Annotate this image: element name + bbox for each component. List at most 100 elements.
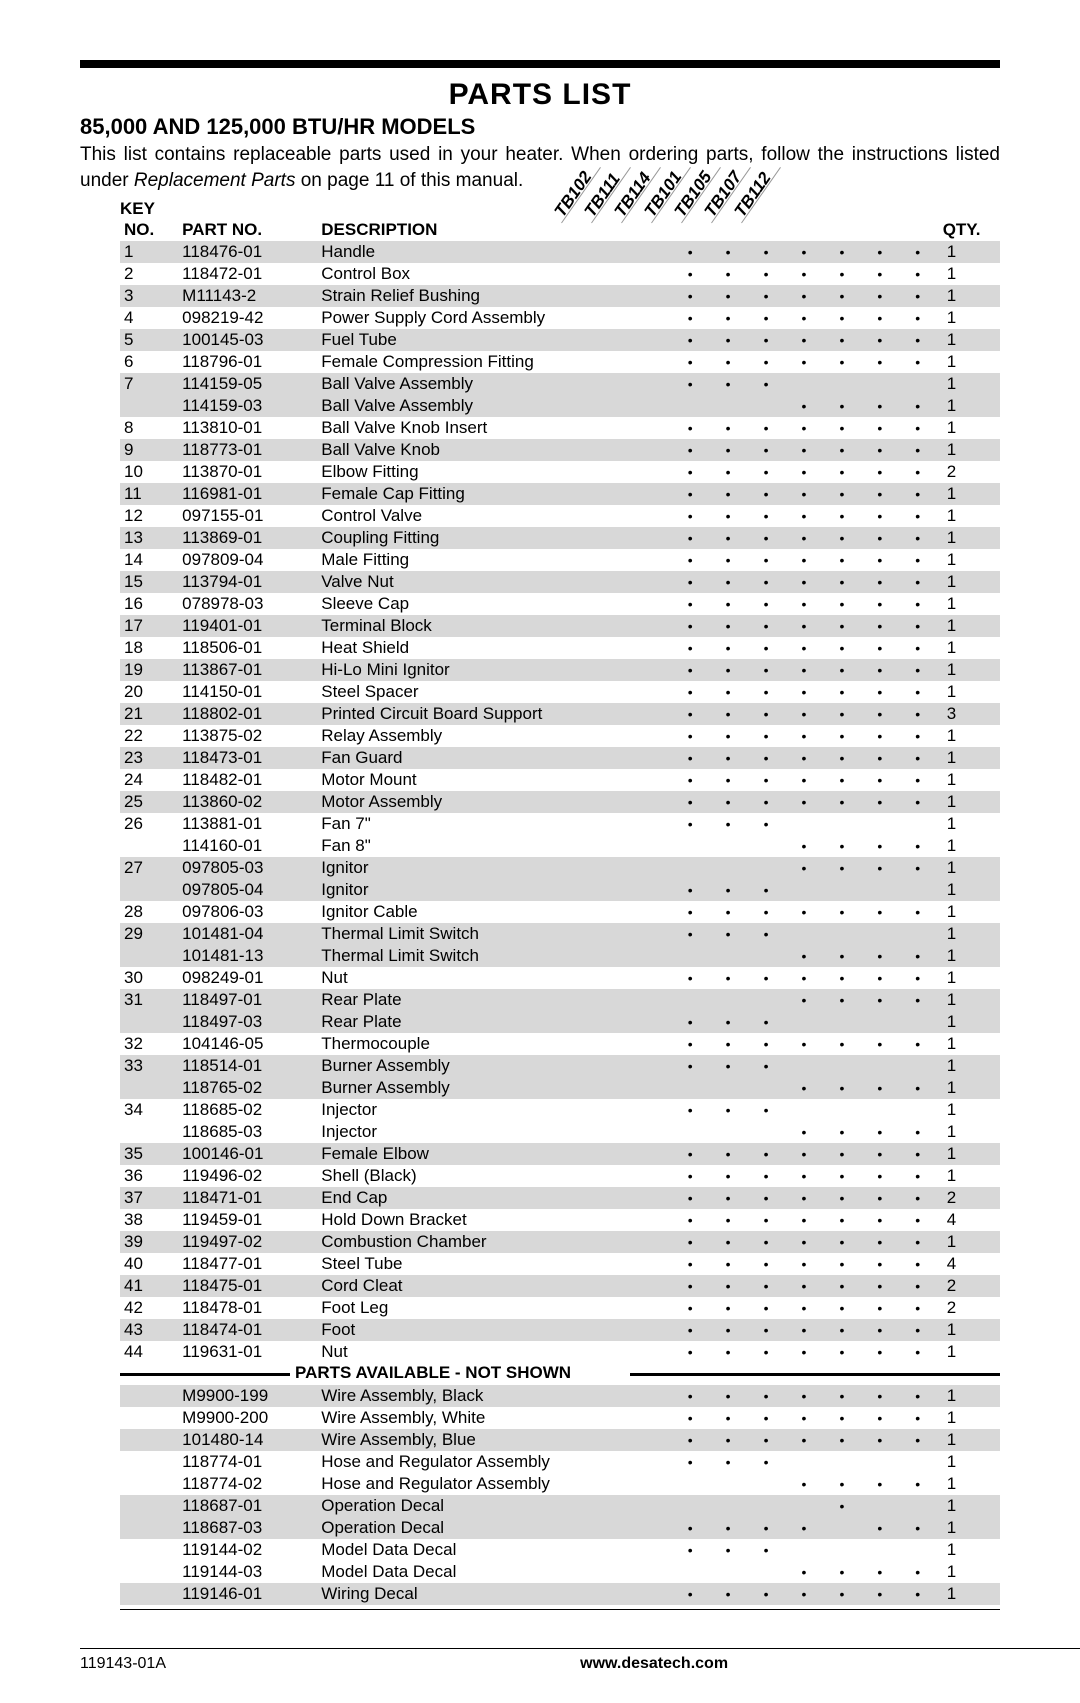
cell-qty: 1 [937,1165,1000,1187]
cell-key [120,1561,178,1583]
hdr-m1 [709,219,747,241]
cell-model-6: • [899,1187,937,1209]
cell-model-0: • [671,1297,709,1319]
cell-model-3 [785,1539,823,1561]
cell-model-6: • [899,791,937,813]
cell-key: 15 [120,571,178,593]
cell-model-6 [899,1539,937,1561]
cell-model-1: • [709,1341,747,1363]
cell-model-3: • [785,527,823,549]
cell-model-1: • [709,241,747,263]
cell-model-1 [709,395,747,417]
cell-model-4: • [823,571,861,593]
cell-qty: 1 [937,967,1000,989]
cell-model-1: • [709,1385,747,1407]
cell-model-0: • [671,549,709,571]
cell-desc: End Cap [317,1187,671,1209]
cell-model-4: • [823,791,861,813]
cell-model-0: • [671,725,709,747]
cell-key [120,1407,178,1429]
cell-model-0: • [671,1011,709,1033]
cell-key: 9 [120,439,178,461]
cell-model-4: • [823,703,861,725]
table-body-main: 1118476-01Handle•••••••12118472-01Contro… [120,241,1000,1363]
table-row: 9118773-01Ball Valve Knob•••••••1 [120,439,1000,461]
cell-model-0: • [671,1539,709,1561]
cell-qty: 1 [937,1033,1000,1055]
cell-model-1: • [709,263,747,285]
cell-key: 4 [120,307,178,329]
cell-model-2: • [747,1517,785,1539]
cell-model-0: • [671,329,709,351]
table-row: 33118514-01Burner Assembly•••1 [120,1055,1000,1077]
cell-model-0: • [671,351,709,373]
cell-model-2 [747,945,785,967]
cell-model-2: • [747,483,785,505]
cell-model-5: • [861,329,899,351]
cell-model-6: • [899,461,937,483]
table-row: 32104146-05Thermocouple•••••••1 [120,1033,1000,1055]
cell-part: 101481-04 [178,923,317,945]
cell-qty: 1 [937,549,1000,571]
cell-model-4 [823,1539,861,1561]
cell-model-5 [861,879,899,901]
cell-model-5 [861,1011,899,1033]
cell-model-3: • [785,791,823,813]
cell-model-6: • [899,593,937,615]
cell-model-6: • [899,1033,937,1055]
cell-desc: Burner Assembly [317,1077,671,1099]
hdr-desc: DESCRIPTION [317,219,671,241]
cell-model-0: • [671,1253,709,1275]
cell-model-1: • [709,1231,747,1253]
table-row: 23118473-01Fan Guard•••••••1 [120,747,1000,769]
cell-model-4: • [823,857,861,879]
table-row: 118774-01Hose and Regulator Assembly•••1 [120,1451,1000,1473]
cell-model-1: • [709,1517,747,1539]
cell-model-1: • [709,1033,747,1055]
cell-desc: Ignitor Cable [317,901,671,923]
cell-qty: 3 [937,703,1000,725]
cell-desc: Nut [317,967,671,989]
cell-desc: Motor Mount [317,769,671,791]
cell-part: 098249-01 [178,967,317,989]
cell-qty: 1 [937,1099,1000,1121]
cell-model-6: • [899,1165,937,1187]
cell-qty: 1 [937,901,1000,923]
cell-model-2: • [747,351,785,373]
cell-model-1: • [709,1451,747,1473]
cell-model-4: • [823,1385,861,1407]
table-row: 118685-03Injector••••1 [120,1121,1000,1143]
cell-model-3: • [785,1253,823,1275]
cell-desc: Ball Valve Knob [317,439,671,461]
cell-model-3: • [785,329,823,351]
cell-model-1: • [709,483,747,505]
table-row: 118765-02Burner Assembly••••1 [120,1077,1000,1099]
cell-desc: Rear Plate [317,989,671,1011]
cell-model-0: • [671,769,709,791]
cell-key: 30 [120,967,178,989]
cell-key [120,945,178,967]
cell-model-3 [785,1495,823,1517]
intro-post: on page 11 of this manual. [295,170,523,191]
cell-model-4: • [823,747,861,769]
table-row: 34118685-02Injector•••1 [120,1099,1000,1121]
table-row: 27097805-03Ignitor••••1 [120,857,1000,879]
cell-model-2: • [747,285,785,307]
cell-qty: 1 [937,681,1000,703]
table-row: 118687-01Operation Decal•1 [120,1495,1000,1517]
cell-part: M9900-199 [178,1385,317,1407]
cell-qty: 2 [937,461,1000,483]
cell-model-1: • [709,769,747,791]
cell-model-4: • [823,1143,861,1165]
cell-model-4: • [823,901,861,923]
cell-model-6: • [899,1561,937,1583]
cell-qty: 1 [937,989,1000,1011]
cell-part: 118478-01 [178,1297,317,1319]
hdr-m6 [899,219,937,241]
cell-model-4 [823,1011,861,1033]
cell-qty: 1 [937,769,1000,791]
cell-part: 118514-01 [178,1055,317,1077]
cell-desc: Male Fitting [317,549,671,571]
cell-qty: 1 [937,1495,1000,1517]
cell-model-3: • [785,1187,823,1209]
